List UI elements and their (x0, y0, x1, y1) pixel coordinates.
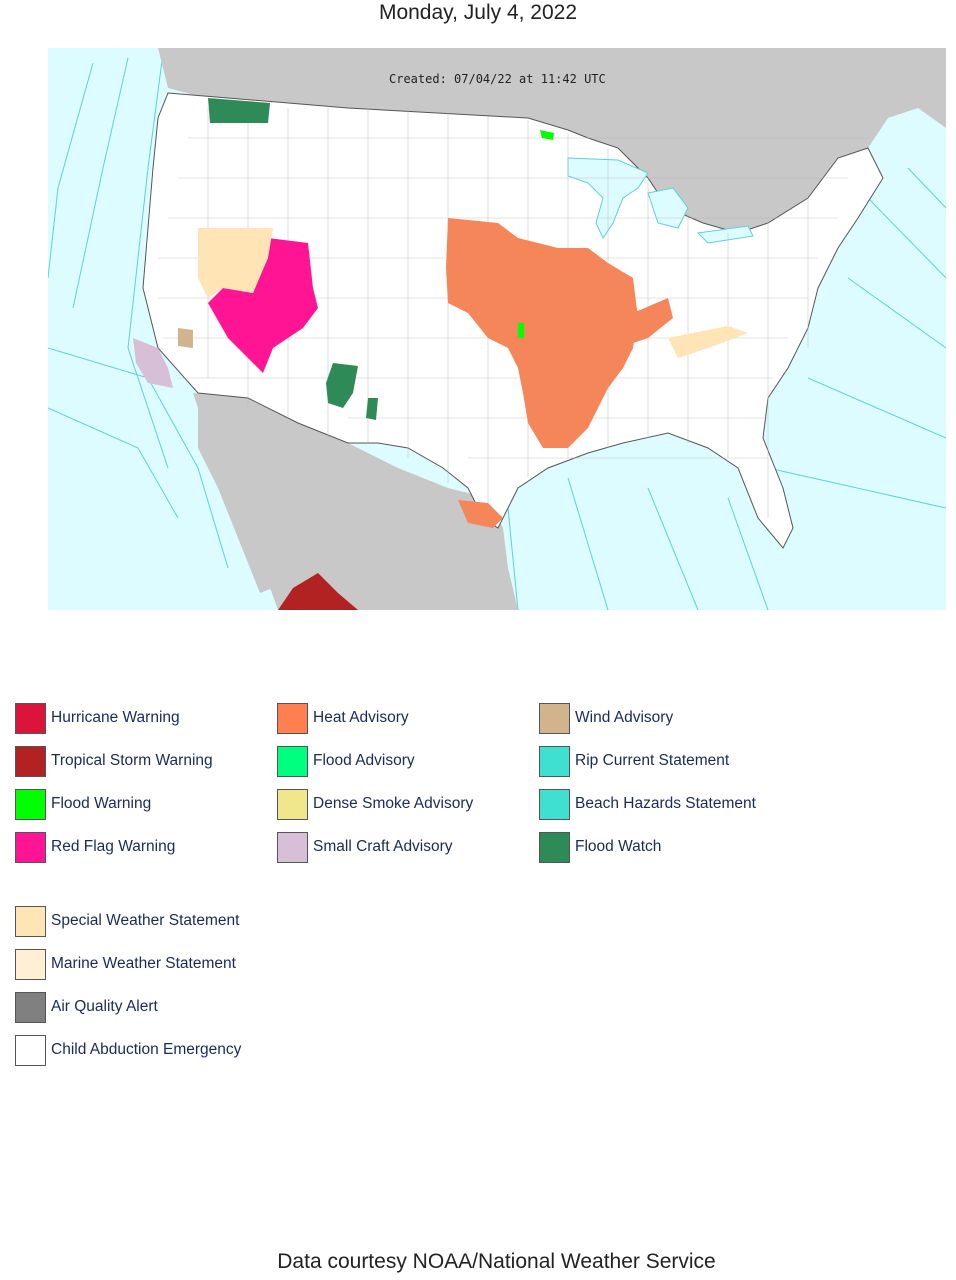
data-credit: Data courtesy NOAA/National Weather Serv… (277, 1250, 716, 1273)
legend-flood-watch: Flood Watch (539, 830, 661, 864)
legend-swatch (539, 831, 570, 863)
legend-swatch (15, 948, 46, 980)
legend-label: Air Quality Alert (51, 998, 158, 1015)
tropical-storm-area (278, 573, 358, 610)
us-alert-map: Created: 07/04/22 at 11:42 UTC (48, 48, 946, 610)
legend-swatch (15, 905, 46, 937)
legend-swatch (15, 991, 46, 1023)
legend-label: Dense Smoke Advisory (313, 795, 474, 812)
legend-label: Rip Current Statement (575, 752, 730, 769)
legend-tropical-storm-warning: Tropical Storm Warning (15, 744, 213, 778)
legend-flood-advisory: Flood Advisory (277, 744, 415, 778)
legend-dense-smoke-advisory: Dense Smoke Advisory (277, 787, 473, 821)
legend-heat-advisory: Heat Advisory (277, 701, 409, 735)
baja-peninsula (198, 398, 273, 593)
legend-label: Tropical Storm Warning (51, 752, 213, 769)
special-weather-east (668, 326, 748, 358)
legend-hurricane-warning: Hurricane Warning (15, 701, 180, 735)
legend-child-abduction-emergency: Child Abduction Emergency (15, 1033, 241, 1067)
legend-label: Heat Advisory (313, 709, 409, 726)
legend-swatch (15, 788, 46, 820)
legend-beach-hazards-statement: Beach Hazards Statement (539, 787, 756, 821)
flood-watch-nw (208, 98, 270, 123)
legend-label: Flood Warning (51, 795, 152, 812)
heat-advisory-east (633, 298, 673, 343)
legend-swatch (539, 788, 570, 820)
legend-swatch (539, 702, 570, 734)
legend-swatch (539, 745, 570, 777)
legend-label: Hurricane Warning (51, 709, 180, 726)
legend-swatch (277, 702, 308, 734)
legend-swatch (277, 831, 308, 863)
legend-swatch (15, 702, 46, 734)
legend-swatch (277, 788, 308, 820)
legend-label: Marine Weather Statement (51, 955, 236, 972)
heat-advisory-texas (458, 500, 503, 528)
special-weather-area (198, 228, 273, 298)
legend-swatch (15, 831, 46, 863)
legend-label: Child Abduction Emergency (51, 1041, 242, 1058)
legend-label: Flood Advisory (313, 752, 415, 769)
legend-label: Beach Hazards Statement (575, 795, 756, 812)
map-created-stamp: Created: 07/04/22 at 11:42 UTC (389, 72, 606, 86)
marine-zone-lines (48, 52, 946, 610)
legend-label: Flood Watch (575, 838, 662, 855)
wind-advisory-area (178, 328, 193, 348)
red-flag-area (208, 238, 318, 373)
flood-watch-az (326, 363, 358, 408)
legend-red-flag-warning: Red Flag Warning (15, 830, 175, 864)
flood-watch-az-small (366, 398, 378, 420)
legend-swatch (15, 1034, 46, 1066)
legend-label: Wind Advisory (575, 709, 674, 726)
legend-swatch (277, 745, 308, 777)
legend-rip-current-statement: Rip Current Statement (539, 744, 729, 778)
heat-advisory-area (446, 218, 638, 448)
legend-flood-warning: Flood Warning (15, 787, 151, 821)
canada-land (158, 48, 946, 233)
map-svg: Created: 07/04/22 at 11:42 UTC (48, 48, 946, 610)
mexico-land (193, 393, 518, 610)
legend-wind-advisory: Wind Advisory (539, 701, 673, 735)
legend-swatch (15, 745, 46, 777)
legend-label: Small Craft Advisory (313, 838, 453, 855)
small-craft-area (133, 338, 173, 388)
legend-label: Special Weather Statement (51, 912, 240, 929)
page-date: Monday, July 4, 2022 (378, 1, 578, 24)
legend-air-quality-alert: Air Quality Alert (15, 990, 158, 1024)
legend-label: Red Flag Warning (51, 838, 176, 855)
legend-special-weather-statement: Special Weather Statement (15, 904, 239, 938)
legend-marine-weather-statement: Marine Weather Statement (15, 947, 236, 981)
legend-small-craft-advisory: Small Craft Advisory (277, 830, 453, 864)
